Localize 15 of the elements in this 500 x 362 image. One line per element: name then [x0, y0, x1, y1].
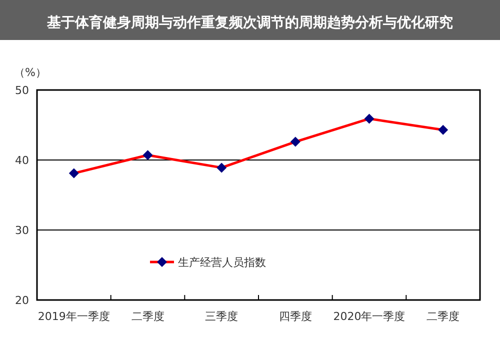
chart-title: 基于体育健身周期与动作重复频次调节的周期趋势分析与优化研究 — [46, 14, 453, 31]
x-tick-label: 2019年一季度 — [38, 310, 110, 323]
x-tick-label: 二季度 — [426, 310, 460, 323]
legend: 生产经营人员指数 — [150, 256, 266, 269]
x-tick-label: 2020年一季度 — [333, 310, 406, 323]
y-tick-label: 40 — [15, 154, 29, 167]
x-tick-label: 四季度 — [278, 310, 312, 323]
x-tick-label: 二季度 — [131, 310, 164, 323]
legend-label: 生产经营人员指数 — [178, 256, 266, 269]
y-tick-label: 50 — [15, 84, 29, 97]
x-tick-label: 三季度 — [205, 310, 238, 323]
y-tick-label: 20 — [15, 294, 29, 307]
y-axis-title: （%） — [14, 66, 46, 79]
y-tick-label: 30 — [15, 224, 29, 237]
title: 基于体育健身周期与动作重复频次调节的周期趋势分析与优化研究 — [0, 0, 500, 40]
